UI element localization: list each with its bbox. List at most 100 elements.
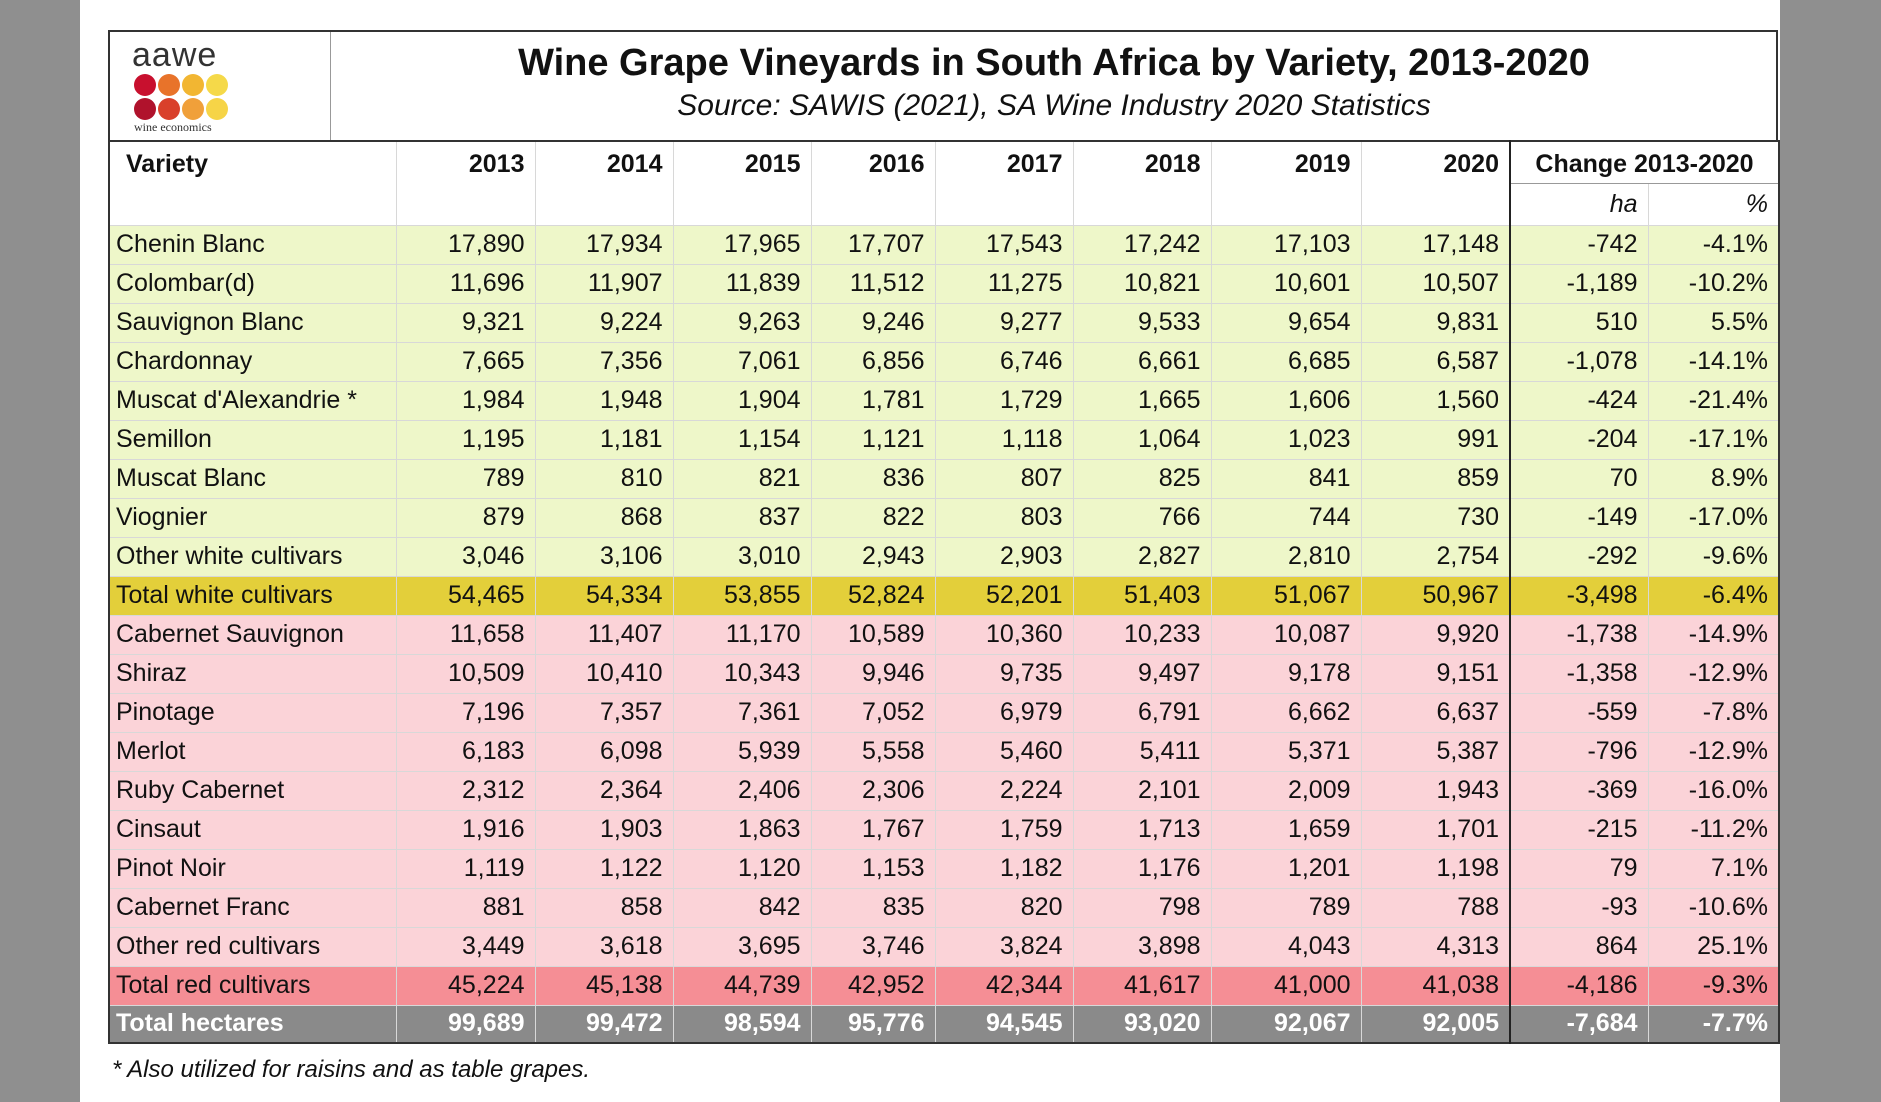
table-row: Muscat d'Alexandrie * 1,984 1,948 1,904 1,78… [108, 380, 1780, 421]
hectares-cell: 1,943 [1360, 770, 1511, 811]
logo-dot [158, 98, 180, 120]
variety-cell: Sauvignon Blanc [108, 302, 397, 343]
table-row: Pinot Noir 1,119 1,122 1,120 1,153 1,182 1,176… [108, 848, 1780, 889]
hectares-cell: 788 [1360, 887, 1511, 928]
variety-cell: Cabernet Sauvignon [108, 614, 397, 655]
hectares-cell: 9,497 [1072, 653, 1212, 694]
change-pct-cell: 7.1% [1647, 848, 1780, 889]
table-row: Other white cultivars 3,046 3,106 3,010 2,94… [108, 536, 1780, 577]
hectares-cell: 836 [810, 458, 936, 499]
hectares-cell: 7,361 [672, 692, 812, 733]
title-area: Wine Grape Vineyards in South Africa by … [332, 32, 1776, 142]
hectares-cell: 17,965 [672, 224, 812, 265]
hectares-cell: 1,767 [810, 809, 936, 850]
hectares-cell: 1,154 [672, 419, 812, 460]
change-pct-cell: -17.1% [1647, 419, 1780, 460]
hectares-cell: 9,277 [934, 302, 1074, 343]
hectares-cell: 52,824 [810, 575, 936, 616]
hectares-cell: 7,196 [395, 692, 536, 733]
change-ha-cell: -369 [1509, 770, 1649, 811]
hectares-cell: 99,472 [534, 1004, 674, 1043]
hectares-cell: 52,201 [934, 575, 1074, 616]
hectares-cell: 44,739 [672, 965, 812, 1006]
change-ha-cell: -3,498 [1509, 575, 1649, 616]
change-ha-cell: 79 [1509, 848, 1649, 889]
hectares-cell: 822 [810, 497, 936, 538]
hectares-cell: 1,701 [1360, 809, 1511, 850]
hectares-cell: 41,038 [1360, 965, 1511, 1006]
hectares-cell: 798 [1072, 887, 1212, 928]
hectares-cell: 841 [1210, 458, 1362, 499]
hectares-cell: 6,662 [1210, 692, 1362, 733]
hectares-cell: 17,934 [534, 224, 674, 265]
change-ha-cell: 70 [1509, 458, 1649, 499]
variety-cell: Other white cultivars [108, 536, 397, 577]
hectares-cell: 1,195 [395, 419, 536, 460]
variety-cell: Ruby Cabernet [108, 770, 397, 811]
table-row: Semillon 1,195 1,181 1,154 1,121 1,118 1,064 1,… [108, 419, 1780, 460]
hectares-cell: 1,119 [395, 848, 536, 889]
hectares-cell: 2,224 [934, 770, 1074, 811]
hectares-cell: 1,198 [1360, 848, 1511, 889]
logo-dot [134, 74, 156, 96]
hectares-cell: 9,831 [1360, 302, 1511, 343]
header-row: Variety 2013 2014 2015 2016 2017 2018 20… [108, 140, 1780, 226]
hectares-cell: 1,713 [1072, 809, 1212, 850]
hectares-cell: 1,665 [1072, 380, 1212, 421]
change-pct-cell: -10.6% [1647, 887, 1780, 928]
hectares-cell: 6,746 [934, 341, 1074, 382]
logo-dot [158, 74, 180, 96]
hectares-cell: 1,606 [1210, 380, 1362, 421]
table-row: Merlot 6,183 6,098 5,939 5,558 5,460 5,411 5,37… [108, 731, 1780, 772]
column-header-year: 2017 [934, 140, 1074, 226]
change-ha-cell: -204 [1509, 419, 1649, 460]
hectares-cell: 842 [672, 887, 812, 928]
change-pct-cell: -16.0% [1647, 770, 1780, 811]
table-body: Chenin Blanc 17,890 17,934 17,965 17,707 17,5… [108, 224, 1780, 1043]
hectares-cell: 821 [672, 458, 812, 499]
hectares-cell: 99,689 [395, 1004, 536, 1043]
change-pct-cell: -11.2% [1647, 809, 1780, 850]
logo-dot [182, 74, 204, 96]
hectares-cell: 11,512 [810, 263, 936, 304]
hectares-cell: 6,587 [1360, 341, 1511, 382]
change-ha-cell: -559 [1509, 692, 1649, 733]
hectares-cell: 991 [1360, 419, 1511, 460]
change-ha-cell: 510 [1509, 302, 1649, 343]
hectares-cell: 10,360 [934, 614, 1074, 655]
table-row: Total hectares 99,689 99,472 98,594 95,776 94… [108, 1004, 1780, 1043]
hectares-cell: 17,148 [1360, 224, 1511, 265]
table-row: Pinotage 7,196 7,357 7,361 7,052 6,979 6,791 6,… [108, 692, 1780, 733]
hectares-cell: 11,658 [395, 614, 536, 655]
hectares-cell: 11,407 [534, 614, 674, 655]
hectares-cell: 6,637 [1360, 692, 1511, 733]
change-pct-cell: -7.8% [1647, 692, 1780, 733]
change-ha-cell: -93 [1509, 887, 1649, 928]
aawe-logo: aawe wine economics [110, 32, 331, 142]
vineyard-table: Variety 2013 2014 2015 2016 2017 2018 20… [108, 140, 1780, 1044]
change-ha-cell: -1,358 [1509, 653, 1649, 694]
table-row: Colombar(d) 11,696 11,907 11,839 11,512 11,27… [108, 263, 1780, 304]
hectares-cell: 5,460 [934, 731, 1074, 772]
column-header-year: 2018 [1072, 140, 1212, 226]
hectares-cell: 5,387 [1360, 731, 1511, 772]
hectares-cell: 1,122 [534, 848, 674, 889]
hectares-cell: 2,810 [1210, 536, 1362, 577]
change-ha-cell: -4,186 [1509, 965, 1649, 1006]
hectares-cell: 3,746 [810, 926, 936, 967]
change-ha-cell: -1,738 [1509, 614, 1649, 655]
hectares-cell: 2,903 [934, 536, 1074, 577]
hectares-cell: 6,856 [810, 341, 936, 382]
logo-tagline: wine economics [134, 120, 212, 134]
hectares-cell: 2,364 [534, 770, 674, 811]
hectares-cell: 10,589 [810, 614, 936, 655]
hectares-cell: 1,181 [534, 419, 674, 460]
hectares-cell: 1,916 [395, 809, 536, 850]
hectares-cell: 9,735 [934, 653, 1074, 694]
logo-wordmark: aawe [132, 36, 218, 74]
hectares-cell: 9,533 [1072, 302, 1212, 343]
footnote: * Also utilized for raisins and as table… [112, 1056, 591, 1083]
variety-cell: Shiraz [108, 653, 397, 694]
hectares-cell: 11,696 [395, 263, 536, 304]
change-ha-cell: -796 [1509, 731, 1649, 772]
